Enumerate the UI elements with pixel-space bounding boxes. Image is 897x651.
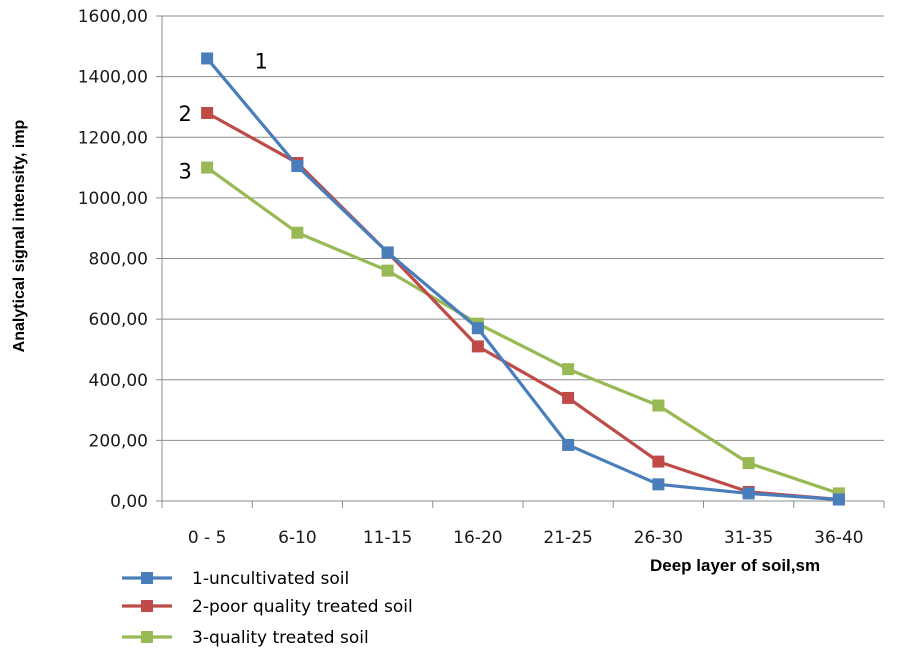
y-tick-label: 1600,00 <box>78 7 148 27</box>
gridlines <box>162 15 884 441</box>
legend-marker <box>141 572 153 584</box>
data-point <box>562 391 575 404</box>
series-3 <box>201 161 845 500</box>
data-point <box>381 246 394 259</box>
legend-label: 1-uncultivated soil <box>192 569 349 589</box>
x-tick-label: 31-35 <box>724 528 773 548</box>
x-tick-label: 0 - 5 <box>188 528 227 548</box>
data-point <box>652 399 665 412</box>
legend-marker <box>141 631 153 643</box>
y-tick-label: 0,00 <box>110 492 148 512</box>
axes <box>156 15 885 508</box>
data-point <box>562 438 575 451</box>
data-point <box>471 340 484 353</box>
y-tick-label: 1400,00 <box>78 68 148 88</box>
data-point <box>201 52 214 65</box>
y-tick-labels: 0,00 200,00 400,00 600,00 800,00 1000,00 1200,… <box>78 7 148 512</box>
y-tick-label: 200,00 <box>89 431 148 451</box>
x-tick-label: 21-25 <box>543 528 592 548</box>
x-tick-labels: 0 - 5 6-10 11-15 16-20 21-25 26-30 31-35 36-40 <box>188 528 864 548</box>
series-lines <box>201 52 845 506</box>
data-point <box>201 161 214 174</box>
y-tick-label: 400,00 <box>89 371 148 391</box>
y-axis-label: Analytical signal intensity, imp <box>11 119 28 352</box>
data-point <box>742 457 755 470</box>
legend: 1-uncultivated soil 2-poor quality treate… <box>122 569 413 648</box>
x-tick-label: 16-20 <box>453 528 502 548</box>
data-point <box>652 478 665 491</box>
data-point <box>832 493 845 506</box>
y-tick-label: 800,00 <box>89 250 148 270</box>
series-number-label: 3 <box>178 160 191 184</box>
legend-label: 2-poor quality treated soil <box>192 597 413 617</box>
data-point <box>471 322 484 335</box>
legend-marker <box>141 600 153 612</box>
x-axis-label: Deep layer of soil,sm <box>650 556 820 575</box>
x-tick-label: 26-30 <box>634 528 683 548</box>
x-tick-label: 36-40 <box>814 528 863 548</box>
legend-item: 1-uncultivated soil <box>122 569 349 589</box>
series-line <box>205 57 839 502</box>
data-point <box>652 455 665 468</box>
data-point <box>291 160 304 173</box>
y-tick-label: 1200,00 <box>78 128 148 148</box>
y-tick-label: 1000,00 <box>78 189 148 209</box>
data-point <box>201 107 214 119</box>
series-number-label: 2 <box>178 102 191 126</box>
series-annotations: 1 2 3 <box>178 49 267 183</box>
data-point <box>381 264 394 277</box>
data-point <box>562 363 575 376</box>
series-1 <box>201 52 845 506</box>
data-point <box>291 226 304 239</box>
data-point <box>742 487 755 500</box>
x-tick-label: 6-10 <box>278 528 317 548</box>
series-number-label: 1 <box>254 49 267 73</box>
y-tick-label: 600,00 <box>89 310 148 330</box>
legend-item: 2-poor quality treated soil <box>122 597 413 617</box>
x-tick-label: 11-15 <box>363 528 412 548</box>
legend-label: 3-quality treated soil <box>192 628 369 648</box>
series-line <box>206 166 840 495</box>
legend-item: 3-quality treated soil <box>122 628 369 648</box>
series-line <box>206 111 840 502</box>
